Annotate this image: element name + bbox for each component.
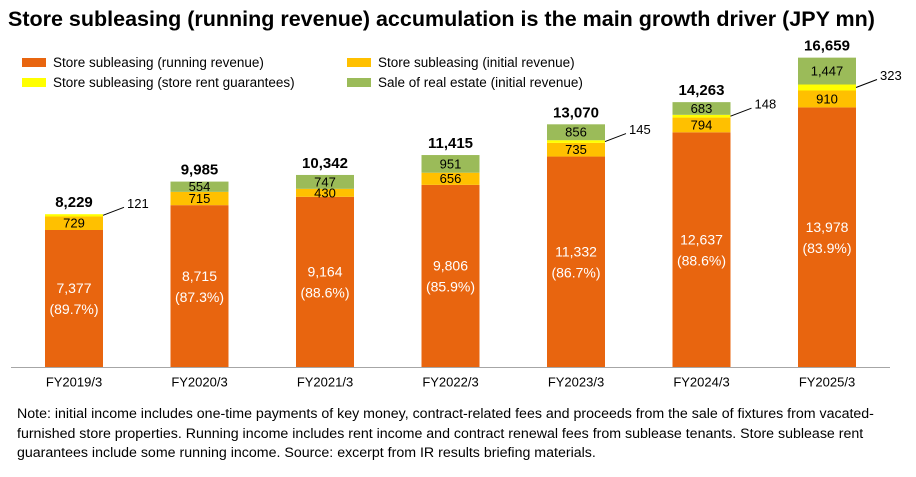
data-label-initial: 910 [816, 91, 838, 106]
total-label: 11,415 [428, 135, 473, 152]
bar-segment-guarantees [672, 114, 731, 118]
data-label-real-estate: 683 [691, 101, 713, 116]
data-label-initial: 794 [691, 117, 713, 132]
bar-segment-initial [421, 172, 480, 185]
bar-segment-running [547, 156, 605, 367]
data-label-initial: 430 [314, 185, 336, 200]
leader-line-guarantees [855, 79, 878, 88]
total-label: 10,342 [302, 155, 348, 172]
bar-segment-initial [547, 142, 605, 157]
legend-label-running: Store subleasing (running revenue) [53, 55, 264, 70]
x-tick-label: FY2025/3 [799, 374, 855, 389]
bar-segment-real_estate [672, 102, 731, 115]
data-label-initial: 729 [63, 216, 85, 231]
chart-title: Store subleasing (running revenue) accum… [8, 7, 875, 31]
x-tick-label: FY2020/3 [171, 374, 227, 389]
data-label-running: 12,637 [680, 231, 723, 247]
share-label-running: (87.3%) [175, 289, 224, 305]
total-label: 14,263 [679, 82, 725, 99]
data-label-guarantees: 145 [629, 122, 651, 137]
leader-line-guarantees [730, 107, 752, 117]
legend-swatch-real-estate [347, 78, 371, 87]
data-label-initial: 735 [565, 142, 587, 157]
data-label-real-estate: 856 [565, 125, 587, 140]
legend-swatch-initial [347, 58, 371, 67]
x-tick-label: FY2022/3 [422, 374, 478, 389]
x-tick-label: FY2023/3 [548, 374, 604, 389]
total-label: 9,985 [181, 162, 219, 179]
share-label-running: (85.9%) [426, 279, 475, 295]
data-label-running: 8,715 [182, 268, 217, 284]
share-label-running: (83.9%) [802, 240, 851, 256]
data-label-real-estate: 747 [314, 174, 336, 189]
bar-segment-real_estate [421, 155, 480, 173]
data-label-real-estate: 951 [440, 156, 462, 171]
bar-segment-initial [170, 191, 229, 206]
footnote: Note: initial income includes one-time p… [17, 406, 874, 461]
legend-swatch-running [22, 58, 46, 67]
data-label-guarantees: 323 [880, 68, 902, 83]
data-label-initial: 656 [440, 171, 462, 186]
bar-segment-initial [296, 188, 354, 197]
bar-segment-guarantees [798, 84, 856, 91]
total-label: 8,229 [55, 194, 93, 211]
legend-item-guarantees: Store subleasing (store rent guarantees) [22, 75, 295, 90]
bar-segment-initial [672, 117, 731, 133]
bar-segment-initial [798, 90, 856, 108]
legend: Store subleasing (running revenue) Store… [22, 55, 662, 93]
legend-item-initial: Store subleasing (initial revenue) [347, 55, 575, 70]
data-label-real-estate: 1,447 [811, 64, 844, 79]
legend-swatch-guarantees [22, 78, 46, 87]
legend-label-real-estate: Sale of real estate (initial revenue) [378, 75, 583, 90]
data-label-guarantees: 121 [127, 196, 149, 211]
legend-label-guarantees: Store subleasing (store rent guarantees) [53, 75, 295, 90]
bar-segment-real_estate [170, 181, 229, 192]
bar-segment-guarantees [547, 140, 605, 143]
legend-item-running: Store subleasing (running revenue) [22, 55, 264, 70]
data-label-running: 9,806 [433, 258, 468, 274]
leader-line-guarantees [604, 133, 627, 143]
share-label-running: (88.6%) [300, 285, 349, 301]
bar-segment-real_estate [798, 57, 856, 85]
bar-segment-running [45, 230, 103, 367]
leader-line-guarantees [102, 206, 125, 216]
stacked-bar-chart: 7,377 (89.7%) 729 121 8,229 FY2019/3 8,715 (87.… [11, 38, 902, 389]
bar-segment-running [672, 132, 731, 367]
legend-label-initial: Store subleasing (initial revenue) [378, 55, 575, 70]
bar-segment-running [296, 196, 354, 367]
bar-segment-running [170, 205, 229, 367]
bar-segment-real_estate [547, 124, 605, 141]
share-label-running: (89.7%) [49, 301, 98, 317]
share-label-running: (86.7%) [551, 264, 600, 280]
bar-segment-initial [45, 216, 103, 230]
x-tick-label: FY2024/3 [673, 374, 729, 389]
total-label: 13,070 [553, 104, 599, 121]
bar-segment-real_estate [296, 174, 354, 189]
data-label-running: 11,332 [555, 243, 597, 259]
bar-segment-running [798, 107, 856, 367]
data-label-running: 7,377 [56, 280, 91, 296]
bar-segment-guarantees [45, 214, 103, 217]
x-tick-label: FY2019/3 [46, 374, 102, 389]
share-label-running: (88.6%) [677, 252, 726, 268]
x-tick-label: FY2021/3 [297, 374, 353, 389]
data-label-initial: 715 [189, 191, 211, 206]
data-label-guarantees: 148 [755, 97, 777, 112]
bar-segment-running [421, 184, 480, 367]
total-label: 16,659 [804, 38, 850, 55]
legend-item-real-estate: Sale of real estate (initial revenue) [347, 75, 583, 90]
data-label-running: 13,978 [806, 219, 849, 235]
data-label-real-estate: 554 [189, 179, 211, 194]
data-label-running: 9,164 [307, 264, 342, 280]
